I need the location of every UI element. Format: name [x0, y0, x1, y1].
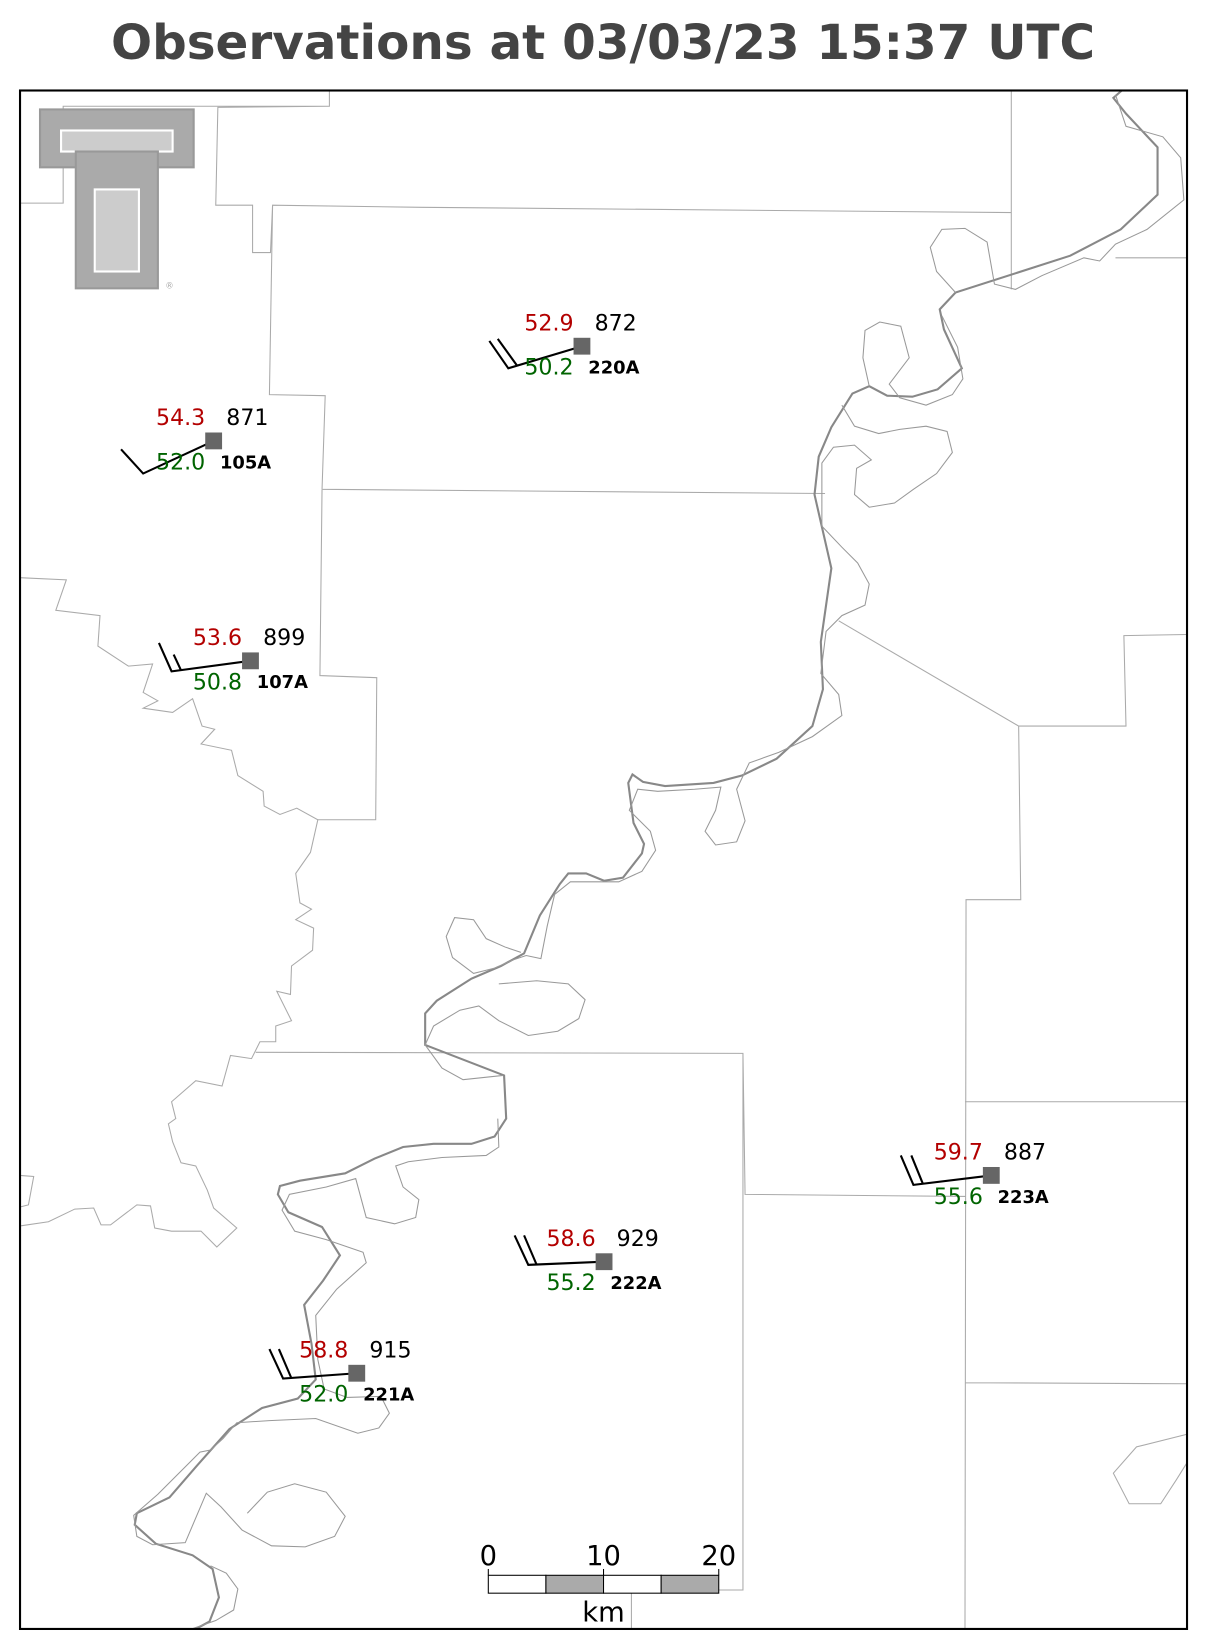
temperature: 54.3: [156, 405, 205, 431]
station-id: 222A: [610, 1273, 661, 1294]
logo: ®: [38, 108, 195, 290]
station-plot: 53.6 899 50.8 107A: [193, 625, 308, 695]
scale-tick-label: 20: [701, 1541, 736, 1572]
temperature: 58.8: [299, 1337, 348, 1363]
pressure: 872: [595, 310, 637, 336]
river: [133, 89, 1185, 1630]
dewpoint: 55.6: [934, 1184, 983, 1210]
station-id: 105A: [220, 452, 271, 473]
station-id: 220A: [588, 358, 639, 379]
dewpoint: 50.2: [524, 355, 573, 381]
station-id: 223A: [998, 1187, 1049, 1208]
station-id: 107A: [257, 672, 308, 693]
station-marker: [595, 1253, 613, 1271]
station-plot: 52.9 872 50.2 220A: [524, 310, 639, 380]
dewpoint: 52.0: [156, 449, 205, 475]
station-plot: 58.8 915 52.0 221A: [299, 1337, 414, 1407]
dewpoint: 50.8: [193, 669, 242, 695]
station-plot: 58.6 929 55.2 222A: [546, 1226, 661, 1296]
pressure: 899: [263, 625, 305, 651]
temperature: 53.6: [193, 625, 242, 651]
temperature: 59.7: [934, 1140, 983, 1166]
pressure: 887: [1004, 1140, 1046, 1166]
station-marker: [573, 337, 591, 355]
scale-segment: [487, 1574, 547, 1594]
temperature: 58.6: [546, 1226, 595, 1252]
station-plot: 54.3 871 52.0 105A: [156, 405, 271, 475]
station-marker: [242, 652, 259, 670]
scale-segment: [545, 1574, 605, 1594]
scale-tick-label: 10: [586, 1541, 621, 1572]
station-plot: 59.7 887 55.6 223A: [934, 1140, 1049, 1210]
scale-tick-label: 0: [480, 1541, 497, 1572]
scale-unit: km: [582, 1598, 624, 1629]
station-marker: [982, 1166, 1000, 1184]
scale-bar: 0 10 20 km: [480, 1541, 737, 1629]
temperature: 52.9: [524, 310, 573, 336]
pressure: 871: [226, 405, 268, 431]
scale-segment: [603, 1574, 662, 1594]
title: Observations at 03/03/23 15:37 UTC: [111, 15, 1095, 71]
stations: 52.9 872 50.2 220A 54.3 871 52.0 105A 53.6 899 50.…: [156, 310, 1049, 1407]
pressure: 929: [617, 1226, 659, 1252]
svg-text:®: ®: [165, 280, 173, 290]
wind-barbs: [120, 338, 992, 1380]
dewpoint: 55.2: [546, 1270, 595, 1296]
station-id: 221A: [363, 1385, 414, 1406]
dewpoint: 52.0: [299, 1382, 348, 1408]
station-marker: [205, 432, 223, 450]
map-frame: [18, 89, 1189, 1631]
scale-segment: [660, 1574, 720, 1594]
pressure: 915: [369, 1337, 411, 1363]
station-marker: [348, 1364, 366, 1382]
